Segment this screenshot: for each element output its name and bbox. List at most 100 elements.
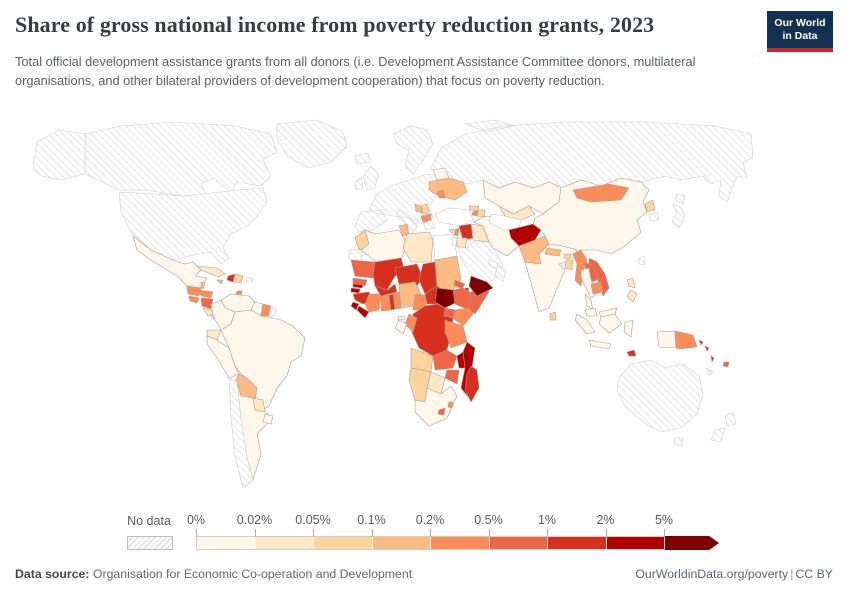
- map-region-brazil[interactable]: [220, 309, 306, 413]
- owid-logo[interactable]: Our World in Data: [767, 11, 833, 53]
- map-region-laos[interactable]: [584, 261, 600, 283]
- map-region-libya[interactable]: [402, 231, 434, 263]
- license-link[interactable]: CC BY: [795, 567, 833, 581]
- map-region-jordan[interactable]: [456, 237, 468, 249]
- map-region-nepal[interactable]: [544, 247, 562, 257]
- map-region-puerto-rico[interactable]: [246, 277, 254, 283]
- footer-separator: |: [790, 567, 794, 581]
- footer-links: OurWorldinData.org/poverty | CC BY: [635, 567, 833, 581]
- map-region-lesotho[interactable]: [437, 407, 446, 416]
- map-region-vanuatu[interactable]: [710, 355, 715, 363]
- map-region-syria[interactable]: [458, 223, 474, 241]
- legend-bin-0.02-0.05%[interactable]: [255, 537, 314, 549]
- map-region-guinea-bissau[interactable]: [350, 287, 361, 294]
- map-region-zambia[interactable]: [432, 349, 458, 371]
- map-region-cambodia[interactable]: [590, 281, 604, 295]
- map-region-taiwan[interactable]: [638, 255, 646, 266]
- map-region-oman[interactable]: [494, 264, 507, 283]
- legend-bin-0.2-0.5%[interactable]: [431, 537, 490, 549]
- map-region-south-korea[interactable]: [648, 211, 660, 222]
- map-region-cote-divoire[interactable]: [364, 293, 382, 313]
- map-region-el-salvador[interactable]: [188, 295, 200, 304]
- map-region-serbia[interactable]: [420, 203, 430, 215]
- map-region-cuba[interactable]: [196, 265, 226, 278]
- map-region-senegal[interactable]: [352, 277, 368, 287]
- map-region-congo[interactable]: [404, 313, 418, 333]
- map-region-israel[interactable]: [451, 236, 458, 247]
- map-region-belize[interactable]: [200, 281, 206, 290]
- map-region-lebanon[interactable]: [453, 227, 460, 237]
- map-region-albania[interactable]: [420, 214, 428, 223]
- map-region-kenya[interactable]: [452, 307, 474, 327]
- map-region-uruguay[interactable]: [262, 413, 274, 425]
- legend-bin-2-5%[interactable]: [606, 537, 665, 549]
- map-region-nicaragua[interactable]: [200, 297, 214, 310]
- map-region-yemen[interactable]: [468, 275, 494, 297]
- page-title: Share of gross national income from pove…: [15, 12, 655, 37]
- map-region-gambia[interactable]: [352, 283, 364, 289]
- map-region-canada[interactable]: [84, 121, 278, 197]
- map-region-malaysia[interactable]: [584, 307, 618, 318]
- map-region-north-korea[interactable]: [644, 199, 656, 213]
- map-region-sierra-leone[interactable]: [350, 301, 360, 311]
- map-region-gabon[interactable]: [394, 319, 408, 335]
- map-region-mongolia[interactable]: [572, 183, 630, 203]
- map-region-cyprus[interactable]: [448, 228, 455, 234]
- map-region-turkey[interactable]: [434, 207, 474, 227]
- map-region-mauritania[interactable]: [350, 259, 376, 279]
- map-region-mexico[interactable]: [132, 235, 208, 289]
- map-region-jamaica[interactable]: [216, 279, 224, 285]
- map-region-iceland[interactable]: [354, 152, 371, 165]
- map-region-russia[interactable]: [430, 119, 754, 203]
- map-region-sri-lanka[interactable]: [549, 311, 557, 321]
- map-region-usa[interactable]: [32, 129, 268, 265]
- map-region-greenland[interactable]: [276, 119, 348, 169]
- owid-url-link[interactable]: OurWorldinData.org/poverty: [635, 567, 789, 581]
- map-region-liberia[interactable]: [356, 305, 370, 319]
- legend-tick-label-0.05%: 0.05%: [295, 513, 331, 527]
- map-region-georgia[interactable]: [468, 205, 480, 212]
- legend-bin-0.1-0.2%[interactable]: [372, 537, 431, 549]
- map-region-tanzania[interactable]: [444, 319, 468, 349]
- map-region-new-caledonia[interactable]: [705, 367, 714, 376]
- map-region-australia[interactable]: [616, 359, 704, 447]
- legend-bin-0.05-0.1%[interactable]: [314, 537, 373, 549]
- map-region-equatorial-guinea[interactable]: [397, 315, 406, 321]
- map-region-french-guiana[interactable]: [268, 305, 278, 319]
- map-region-bhutan[interactable]: [563, 253, 572, 260]
- map-region-madagascar[interactable]: [464, 365, 480, 403]
- legend-tick-label-2%: 2%: [596, 513, 615, 527]
- map-region-zimbabwe[interactable]: [444, 369, 460, 385]
- map-region-burkina-faso[interactable]: [374, 283, 398, 297]
- map-region-timor-leste[interactable]: [626, 349, 637, 357]
- map-region-eswatini[interactable]: [447, 401, 454, 409]
- map-region-papua-new-guinea[interactable]: [674, 330, 698, 350]
- legend-bin-0-0.02%[interactable]: [197, 537, 256, 549]
- map-region-south-sudan[interactable]: [434, 287, 458, 309]
- map-region-bangladesh[interactable]: [564, 259, 574, 271]
- map-region-bosnia[interactable]: [414, 203, 423, 214]
- map-region-honduras[interactable]: [198, 289, 214, 299]
- map-region-south-africa[interactable]: [414, 385, 458, 427]
- legend-tick: [664, 529, 665, 537]
- map-region-new-zealand[interactable]: [710, 411, 737, 443]
- legend-no-data-swatch[interactable]: [127, 536, 173, 550]
- map-region-philippines[interactable]: [626, 277, 638, 303]
- map-region-north-macedonia[interactable]: [425, 213, 432, 222]
- map-region-solomon-islands[interactable]: [698, 339, 710, 352]
- chart-footer: Data source: Organisation for Economic C…: [15, 567, 833, 581]
- map-region-chile[interactable]: [228, 377, 254, 489]
- map-region-niger[interactable]: [394, 263, 424, 289]
- map-region-guatemala[interactable]: [186, 285, 202, 297]
- map-region-europe[interactable]: [354, 125, 446, 234]
- map-region-indonesia[interactable]: [574, 313, 677, 350]
- legend-bin-1-2%[interactable]: [548, 537, 607, 549]
- map-region-fiji[interactable]: [722, 361, 730, 368]
- legend-bin-0.5-1%[interactable]: [489, 537, 548, 549]
- map-region-dominican-republic[interactable]: [232, 273, 244, 284]
- legend-arrow-segment[interactable]: [665, 536, 719, 550]
- map-region-japan[interactable]: [671, 193, 686, 229]
- map-region-azerbaijan[interactable]: [476, 209, 486, 218]
- map-region-moldova[interactable]: [436, 189, 446, 199]
- map-region-saudi-arabia[interactable]: [456, 241, 504, 287]
